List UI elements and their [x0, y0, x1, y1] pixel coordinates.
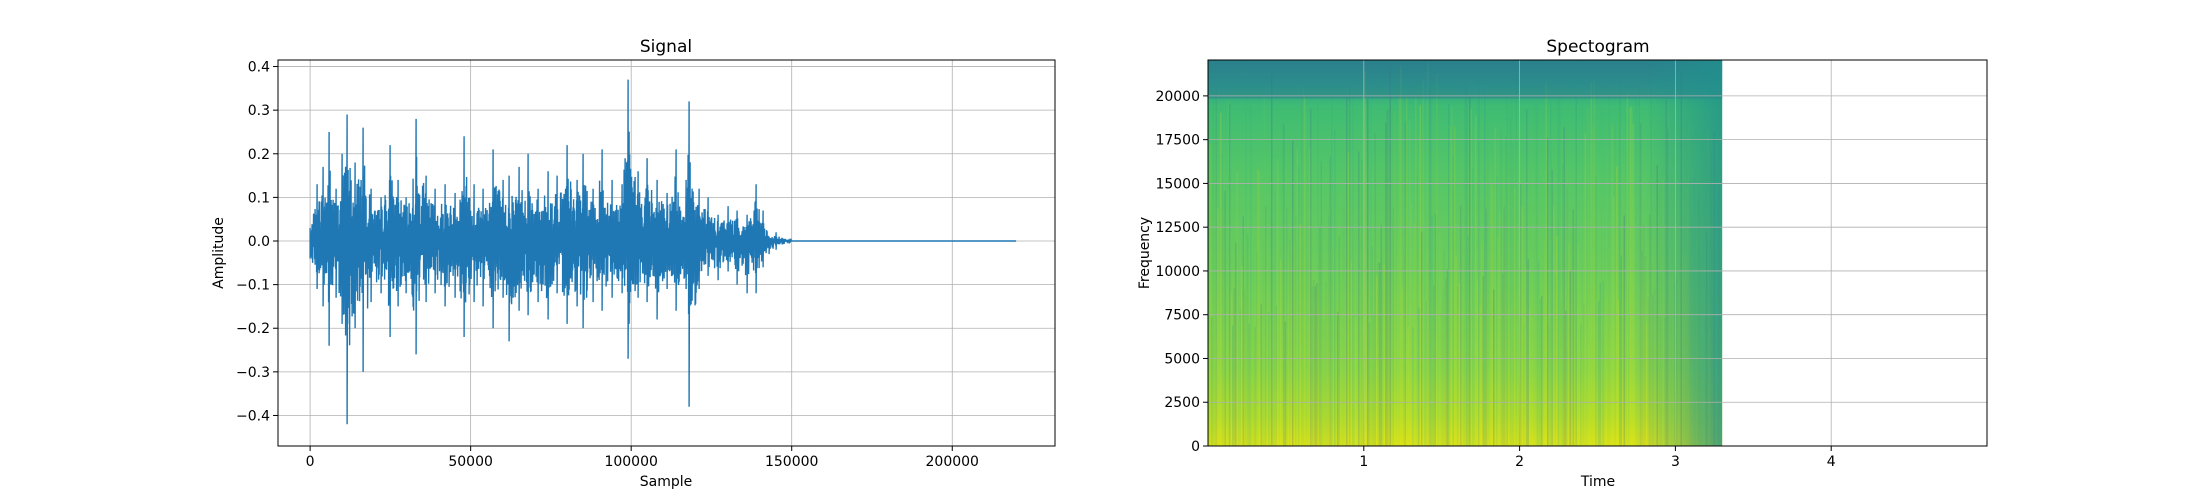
spectrogram-y-label: Frequency — [1137, 217, 1153, 289]
signal-x-label: Sample — [640, 474, 693, 490]
spectrogram-y-tick-label: 12500 — [1155, 220, 1200, 236]
spectrogram-title: Spectogram — [1546, 37, 1649, 57]
spectrogram-x-tick-label: 4 — [1827, 454, 1836, 470]
spectrogram-y-tick-label: 7500 — [1164, 308, 1200, 324]
spectrogram-x-tick-label: 1 — [1359, 454, 1368, 470]
signal-y-tick-label: 0.0 — [248, 234, 270, 250]
spectrogram-y-ticks: 0 2500 5000 7500 10000 12500 15000 17500 20000 — [1155, 89, 1208, 455]
signal-y-tick-label: −0.3 — [236, 365, 270, 381]
spectrogram-y-tick-label: 10000 — [1155, 264, 1200, 280]
signal-y-ticks: −0.4 −0.3 −0.2 −0.1 0.0 0.1 0.2 0.3 0.4 — [236, 60, 278, 424]
spectrogram-x-tick-label: 3 — [1671, 454, 1680, 470]
signal-axes-frame — [277, 59, 1056, 447]
spectrogram-chart: Spectogram 1 2 3 4 0 2500 5000 7500 10000 12500 1… — [1137, 37, 1988, 490]
signal-y-tick-label: −0.4 — [236, 408, 270, 424]
spectrogram-y-tick-label: 5000 — [1164, 351, 1200, 367]
spectrogram-y-tick-label: 17500 — [1155, 133, 1200, 149]
signal-x-tick-label: 50000 — [448, 454, 493, 470]
signal-x-tick-label: 200000 — [926, 454, 979, 470]
signal-chart: Signal 0 50000 100000 150000 200000 −0.4 −0.3… — [211, 37, 1056, 490]
signal-y-tick-label: 0.2 — [248, 147, 270, 163]
signal-y-tick-label: 0.4 — [248, 60, 270, 76]
signal-y-label: Amplitude — [211, 217, 227, 289]
signal-x-tick-label: 0 — [306, 454, 315, 470]
spectrogram-axes-frame — [1207, 59, 1988, 447]
signal-y-tick-label: 0.3 — [248, 103, 270, 119]
spectrogram-y-tick-label: 2500 — [1164, 395, 1200, 411]
signal-x-ticks: 0 50000 100000 150000 200000 — [306, 446, 979, 470]
spectrogram-image — [1208, 60, 1723, 447]
signal-y-tick-label: 0.1 — [248, 190, 270, 206]
spectrogram-x-tick-label: 2 — [1515, 454, 1524, 470]
signal-x-tick-label: 150000 — [765, 454, 818, 470]
spectrogram-y-tick-label: 15000 — [1155, 176, 1200, 192]
spectrogram-y-tick-label: 0 — [1191, 439, 1200, 455]
signal-y-tick-label: −0.1 — [236, 278, 270, 294]
signal-series — [309, 79, 1017, 425]
spectrogram-x-label: Time — [1580, 474, 1615, 490]
signal-waveform — [309, 79, 1017, 425]
signal-y-tick-label: −0.2 — [236, 321, 270, 337]
spectrogram-fade — [1208, 60, 1723, 446]
spectrogram-x-ticks: 1 2 3 4 — [1359, 446, 1836, 470]
spectrogram-y-tick-label: 20000 — [1155, 89, 1200, 105]
signal-title: Signal — [640, 37, 692, 57]
signal-x-tick-label: 100000 — [604, 454, 657, 470]
